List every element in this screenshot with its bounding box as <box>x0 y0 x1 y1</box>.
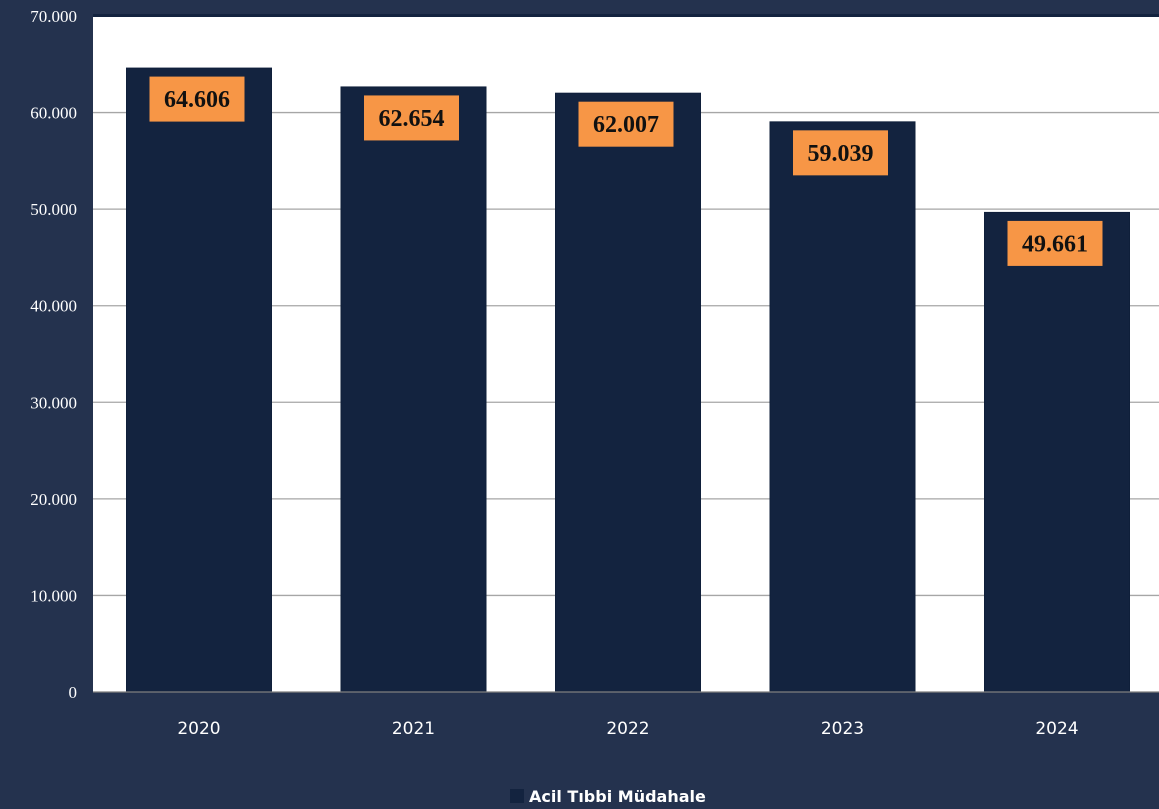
legend-swatch <box>510 789 524 803</box>
data-label-text: 62.007 <box>593 112 659 138</box>
y-tick-label: 0 <box>69 683 78 702</box>
bar-2020 <box>126 67 272 693</box>
x-tick-label: 2021 <box>392 719 435 739</box>
y-tick-label: 10.000 <box>30 586 77 605</box>
y-tick-label: 20.000 <box>30 490 77 509</box>
data-label-text: 59.039 <box>808 141 874 167</box>
plot-top-border <box>93 14 1159 17</box>
legend: Acil Tıbbi Müdahale <box>510 787 706 806</box>
data-label-2023: 59.039 <box>793 130 888 176</box>
data-label-2024: 49.661 <box>1007 220 1103 266</box>
x-tick-label: 2024 <box>1035 719 1078 739</box>
bar-2022 <box>555 92 701 693</box>
x-tick-label: 2020 <box>177 719 220 739</box>
data-label-text: 64.606 <box>164 87 230 113</box>
x-tick-label: 2022 <box>606 719 649 739</box>
data-label-2020: 64.606 <box>149 76 245 122</box>
data-label-box <box>578 101 674 147</box>
data-labels: 64.606 62.654 62.007 59.039 49.661 <box>149 76 1103 266</box>
data-label-2022: 62.007 <box>578 101 674 147</box>
y-tick-label: 40.000 <box>30 297 77 316</box>
x-tick-label: 2023 <box>821 719 864 739</box>
x-axis: 2020 2021 2022 2023 2024 <box>177 719 1078 739</box>
data-label-text: 62.654 <box>379 106 445 132</box>
data-label-box <box>149 76 245 122</box>
y-tick-label: 30.000 <box>30 393 77 412</box>
data-label-box <box>793 130 888 176</box>
y-tick-label: 70.000 <box>30 7 77 26</box>
bar-2024 <box>984 211 1130 693</box>
bar-2023 <box>769 121 916 693</box>
bar-2021 <box>340 86 487 693</box>
data-label-box <box>364 95 459 141</box>
y-tick-label: 50.000 <box>30 200 77 219</box>
bars <box>126 67 1130 693</box>
legend-label: Acil Tıbbi Müdahale <box>529 787 706 806</box>
data-label-box <box>1007 220 1103 266</box>
data-label-2021: 62.654 <box>364 95 459 141</box>
y-axis: 0 10.000 20.000 30.000 40.000 50.000 60.000 70.… <box>30 7 1159 702</box>
y-tick-label: 60.000 <box>30 104 77 123</box>
data-label-text: 49.661 <box>1022 231 1088 257</box>
